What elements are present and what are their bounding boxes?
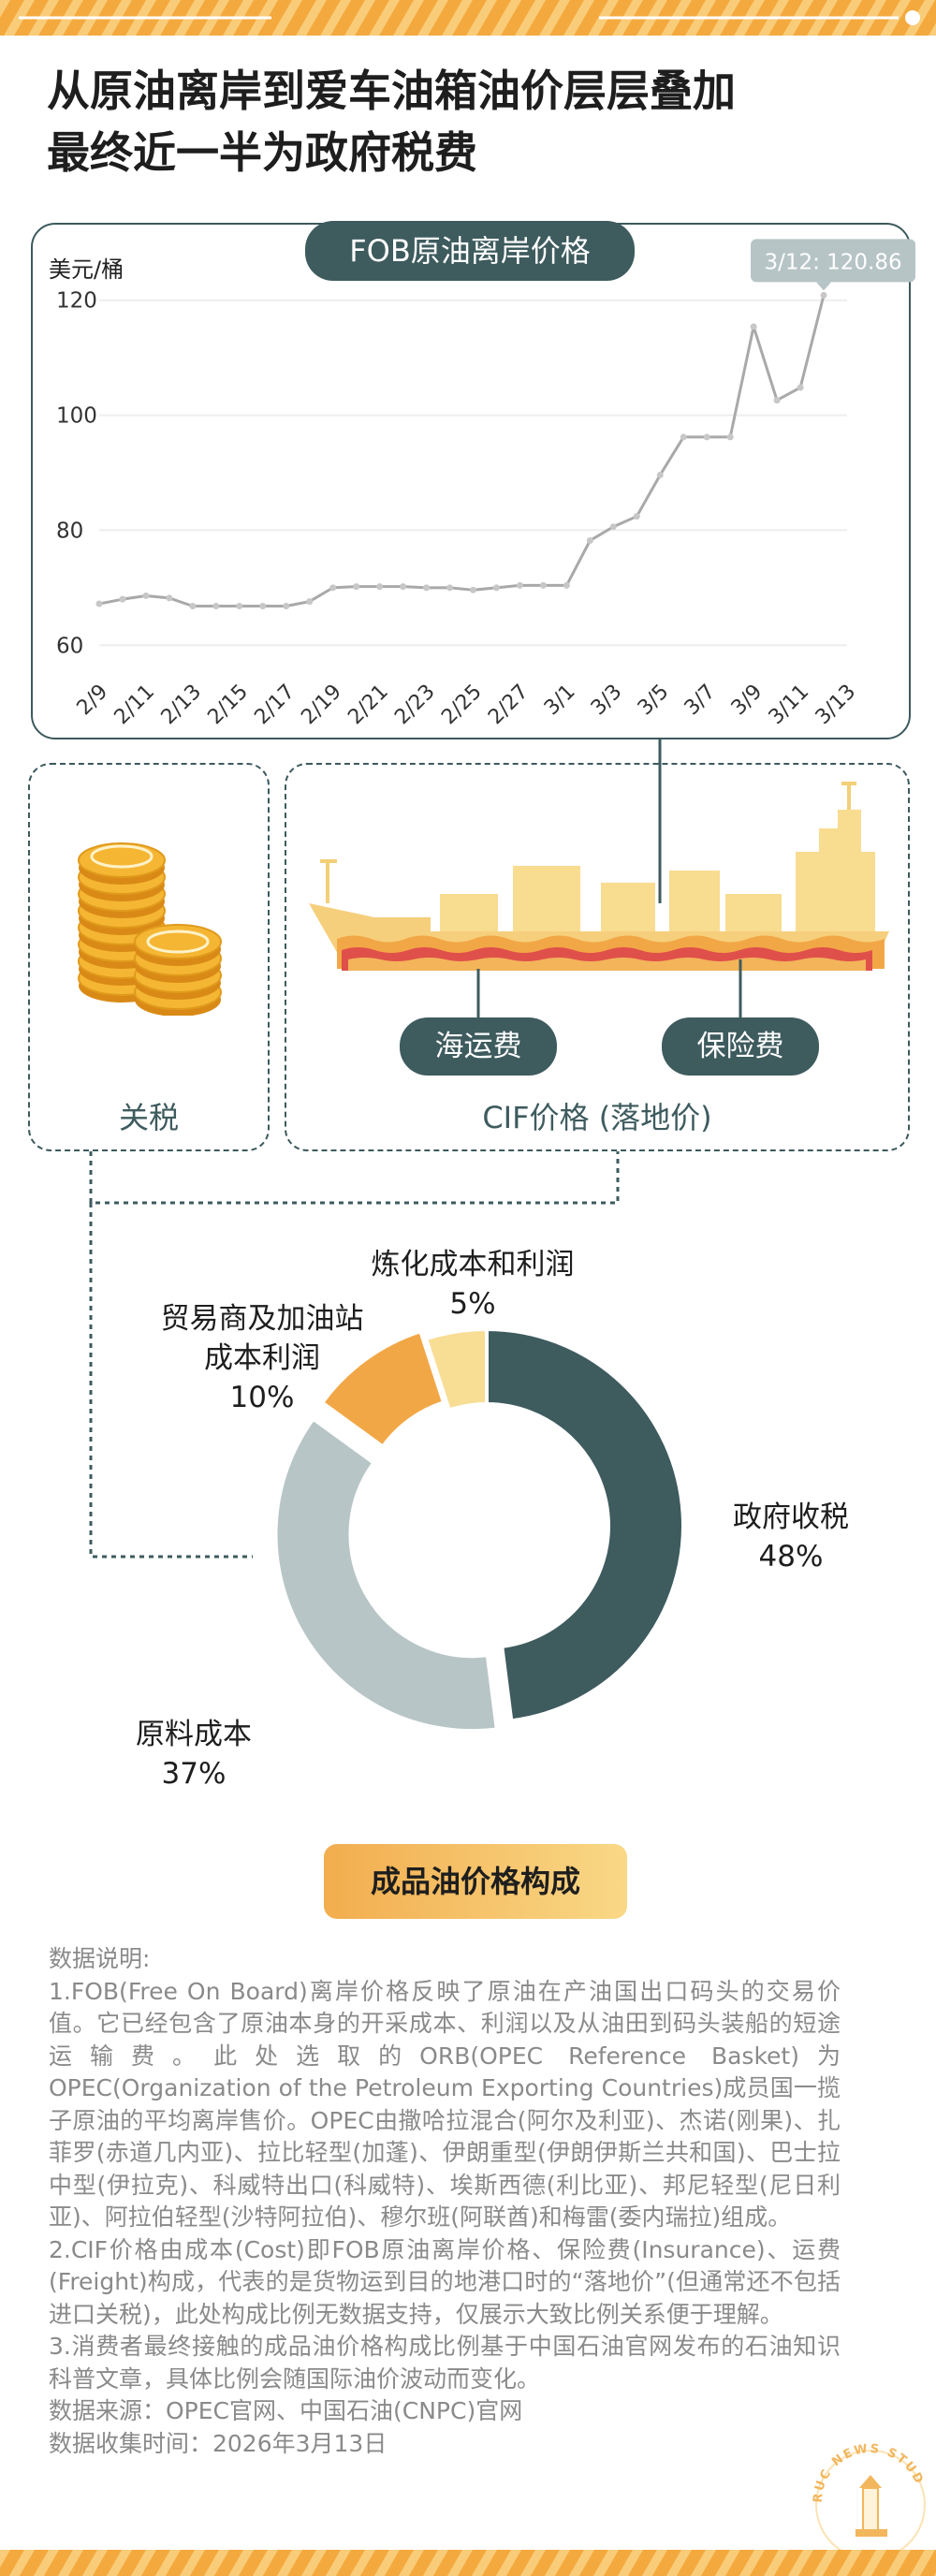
last-value-callout-pointer xyxy=(816,282,832,291)
cif-box xyxy=(285,763,910,1151)
pie-label-gov-pct: 48% xyxy=(758,1540,824,1573)
pie-label-gov-name: 政府收税 xyxy=(733,1500,849,1534)
data-point-3-5 xyxy=(656,471,664,478)
data-point-2-19 xyxy=(329,584,337,592)
data-point-2-25 xyxy=(470,586,476,593)
composition-title-button: 成品油价格构成 xyxy=(324,1844,627,1919)
data-point-3-11 xyxy=(797,384,804,391)
data-point-2-26 xyxy=(492,584,500,592)
data-point-2-11 xyxy=(142,592,150,599)
last-value-callout: 3/12: 120.86 xyxy=(764,250,901,274)
data-point-3-12 xyxy=(820,291,827,299)
notes-date: 数据收集时间：2026年3月13日 xyxy=(49,2429,388,2457)
notes-item-2: 2.CIF价格由成本(Cost)即FOB原油离岸价格、保险费(Insurance… xyxy=(49,2235,841,2328)
y-axis-unit-label: 美元/桶 xyxy=(49,256,124,283)
tariff-box xyxy=(28,763,270,1151)
data-point-3-6 xyxy=(680,433,687,441)
data-point-2-13 xyxy=(189,603,197,610)
data-point-2-14 xyxy=(212,603,220,610)
data-point-2-16 xyxy=(259,603,267,610)
last-value-callout-box xyxy=(751,239,916,283)
oil-tanker-illustration xyxy=(309,782,889,971)
data-point-2-20 xyxy=(353,583,360,591)
data-point-3-1 xyxy=(563,581,570,589)
pie-label-trade-line1: 贸易商及加油站 xyxy=(160,1302,364,1336)
data-point-3-4 xyxy=(633,513,640,520)
coin-left-top-ring xyxy=(90,844,154,869)
data-point-2-17 xyxy=(283,603,290,610)
data-point-2-28 xyxy=(539,581,547,589)
bottom-decoration-stripe xyxy=(0,2550,936,2576)
cif-label: CIF价格 (落地价) xyxy=(482,1100,712,1135)
notes-item-1: 1.FOB(Free On Board)离岸价格反映了原油在产油国出口码头的交易… xyxy=(49,1977,841,2232)
coin-left-7-face xyxy=(78,842,166,878)
y-tick-label-120: 120 xyxy=(56,289,97,314)
notes-item-3: 3.消费者最终接触的成品油价格构成比例基于中国石油官网发布的石油知识科普文章，具… xyxy=(49,2333,841,2393)
data-point-3-8 xyxy=(726,433,734,441)
data-point-3-2 xyxy=(586,536,593,544)
data-point-2-27 xyxy=(516,581,523,589)
data-point-2-18 xyxy=(306,598,314,606)
pie-label-refine-pct: 5% xyxy=(449,1287,496,1321)
data-point-2-23 xyxy=(423,584,431,592)
data-point-2-15 xyxy=(236,603,243,610)
data-point-2-22 xyxy=(400,583,407,591)
pie-label-refine-name: 炼化成本和利润 xyxy=(371,1248,575,1281)
coin-right-top-ring xyxy=(146,929,210,954)
fob-price-line xyxy=(98,295,826,608)
data-point-3-9 xyxy=(750,323,757,330)
shipping-fee-pill: 海运费 xyxy=(400,1017,557,1076)
studio-stamp-logo: RUC NEWS STUDIO xyxy=(803,2430,926,2560)
data-point-3-3 xyxy=(609,523,617,531)
y-tick-label-100: 100 xyxy=(56,404,97,429)
pie-label-trade-line2: 成本利润 xyxy=(204,1341,320,1375)
notes-source: 数据来源：OPEC官网、中国石油(CNPC)官网 xyxy=(49,2397,523,2424)
fob-chart-title: FOB原油离岸价格 xyxy=(305,221,635,281)
data-point-2-24 xyxy=(446,584,454,592)
data-point-2-12 xyxy=(166,594,173,602)
tariff-label: 关税 xyxy=(118,1100,179,1135)
donut-slice-2 xyxy=(319,1328,446,1450)
pie-label-raw-pct: 37% xyxy=(161,1757,227,1791)
page-title: 从原油离岸到爱车油箱油价层层叠加 最终近一半为政府税费 xyxy=(47,60,889,183)
donut-slice-1 xyxy=(273,1415,500,1734)
data-point-2-10 xyxy=(119,595,126,603)
donut-slice-3 xyxy=(423,1326,489,1412)
y-tick-label-80: 80 xyxy=(56,519,83,543)
top-decoration-stripe xyxy=(0,0,936,36)
pie-label-gov: 政府收税 48% xyxy=(707,1498,875,1576)
pie-label-refine: 炼化成本和利润 5% xyxy=(332,1245,613,1324)
fob-line-chart: 美元/桶60801001202/92/112/132/152/172/192/2… xyxy=(49,239,916,729)
pie-label-trade: 贸易商及加油站 成本利润 10% xyxy=(131,1299,393,1417)
pie-label-raw-name: 原料成本 xyxy=(136,1718,252,1751)
notes-heading: 数据说明: xyxy=(49,1945,151,1972)
pie-label-trade-pct: 10% xyxy=(229,1381,295,1414)
data-notes: 数据说明: 1.FOB(Free On Board)离岸价格反映了原油在产油国出… xyxy=(49,1943,841,2460)
pie-label-raw: 原料成本 37% xyxy=(105,1715,283,1793)
connector-lines xyxy=(89,739,662,1559)
y-tick-label-60: 60 xyxy=(56,634,83,658)
insurance-fee-pill: 保险费 xyxy=(662,1017,819,1076)
price-composition-donut xyxy=(273,1326,685,1734)
data-point-2-9 xyxy=(95,600,103,607)
title-line-1: 从原油离岸到爱车油箱油价层层叠加 xyxy=(47,66,736,116)
donut-slice-0 xyxy=(485,1326,685,1723)
coins-icon xyxy=(78,842,222,1016)
ship-fee-connectors xyxy=(476,959,742,1017)
data-point-2-21 xyxy=(376,583,384,591)
data-point-3-10 xyxy=(773,397,781,404)
data-point-3-7 xyxy=(703,433,710,441)
title-line-2: 最终近一半为政府税费 xyxy=(47,127,477,178)
